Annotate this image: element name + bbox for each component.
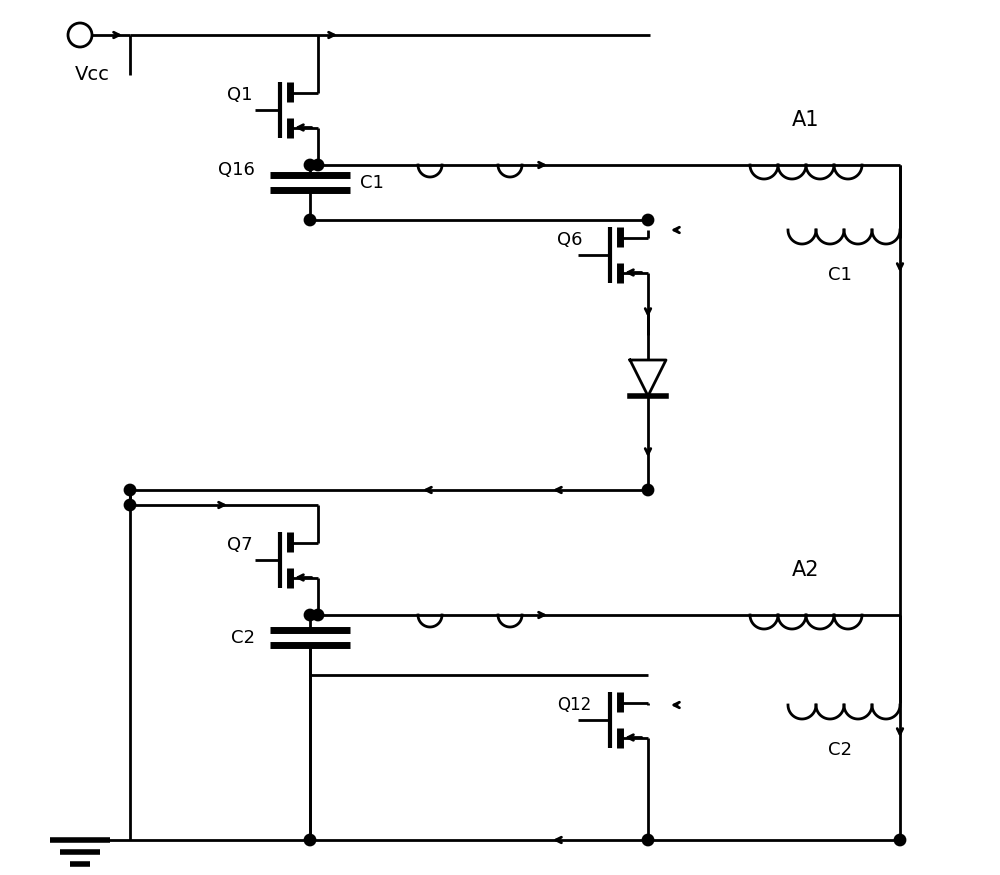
Text: C1: C1 [360, 174, 384, 192]
Circle shape [643, 215, 653, 225]
Circle shape [305, 160, 315, 170]
Circle shape [305, 835, 315, 845]
Text: A1: A1 [792, 110, 820, 130]
Circle shape [125, 500, 135, 510]
Circle shape [305, 215, 315, 225]
Text: Q1: Q1 [227, 86, 253, 104]
Text: Vcc: Vcc [75, 66, 110, 85]
Circle shape [313, 610, 323, 620]
Text: Q12: Q12 [557, 696, 591, 714]
Circle shape [313, 160, 323, 170]
Text: A2: A2 [792, 560, 820, 580]
Circle shape [643, 835, 653, 845]
Circle shape [125, 485, 135, 495]
Text: C1: C1 [828, 266, 852, 284]
Text: Q6: Q6 [557, 231, 582, 249]
Text: C2: C2 [828, 741, 852, 759]
Text: Q16: Q16 [218, 161, 255, 179]
Circle shape [643, 485, 653, 495]
Circle shape [305, 610, 315, 620]
Circle shape [895, 835, 905, 845]
Text: C2: C2 [231, 629, 255, 647]
Text: Q7: Q7 [227, 536, 253, 554]
